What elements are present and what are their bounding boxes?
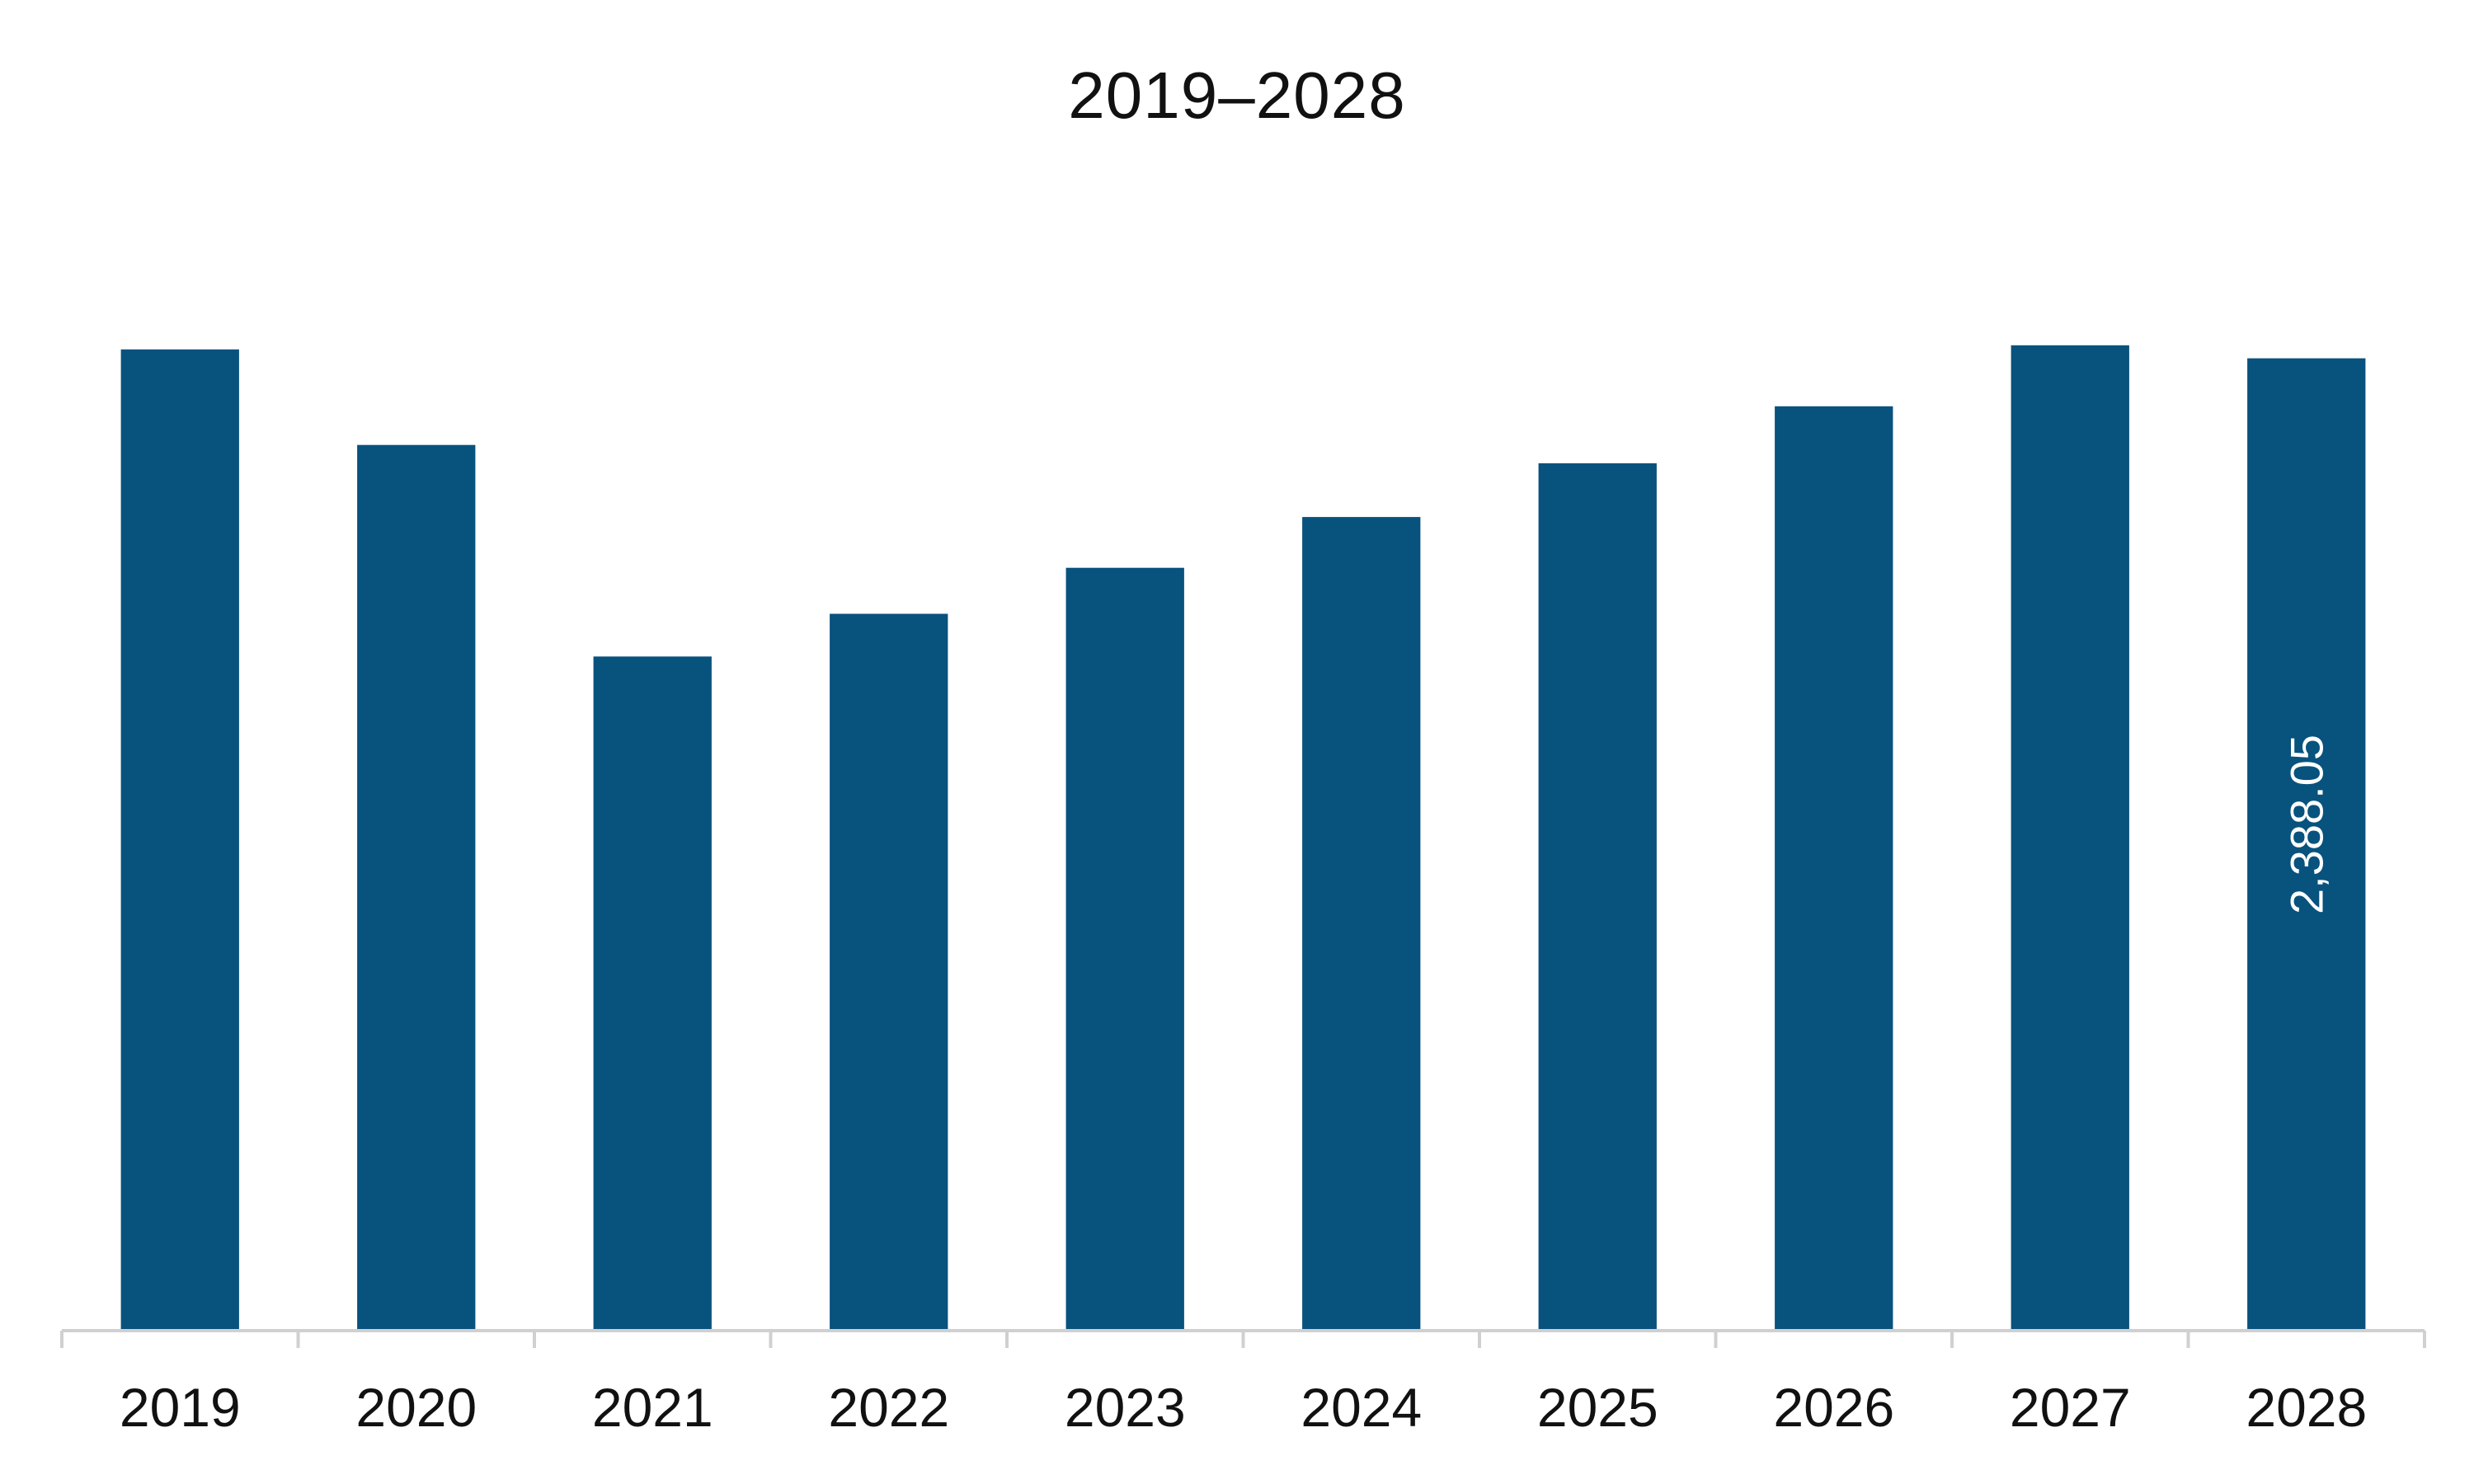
- bar-2022: [830, 613, 948, 1330]
- bar-2019: [120, 349, 239, 1330]
- bar-2026: [1775, 406, 1893, 1330]
- data-label-2028: 2,388.05: [2280, 735, 2332, 914]
- x-tick-label-2024: 2024: [1300, 1377, 1422, 1438]
- chart-title: 2019–2028: [1068, 59, 1406, 132]
- bar-2023: [1065, 567, 1184, 1330]
- x-tick-label-2019: 2019: [120, 1377, 241, 1438]
- x-tick-label-2020: 2020: [355, 1377, 477, 1438]
- bar-2020: [357, 444, 476, 1331]
- x-axis: [60, 1329, 2426, 1348]
- bars-layer: [120, 345, 2366, 1331]
- data-labels: 2,388.05: [2280, 735, 2332, 914]
- bar-2024: [1302, 517, 1421, 1330]
- tick-labels: 2019 2020 2021 2022 2023 2024 2025 2026 2027 2028: [120, 1377, 2367, 1438]
- x-tick-label-2025: 2025: [1537, 1377, 1658, 1438]
- bar-2028: [2247, 358, 2366, 1331]
- x-tick-label-2028: 2028: [2246, 1377, 2367, 1438]
- bar-2021: [593, 656, 712, 1330]
- bar-2025: [1538, 463, 1657, 1330]
- x-tick-label-2022: 2022: [828, 1377, 949, 1438]
- bar-2027: [2011, 345, 2129, 1330]
- x-tick-label-2021: 2021: [592, 1377, 713, 1438]
- x-tick-label-2027: 2027: [2010, 1377, 2131, 1438]
- x-tick-label-2026: 2026: [1773, 1377, 1894, 1438]
- x-tick-label-2023: 2023: [1065, 1377, 1186, 1438]
